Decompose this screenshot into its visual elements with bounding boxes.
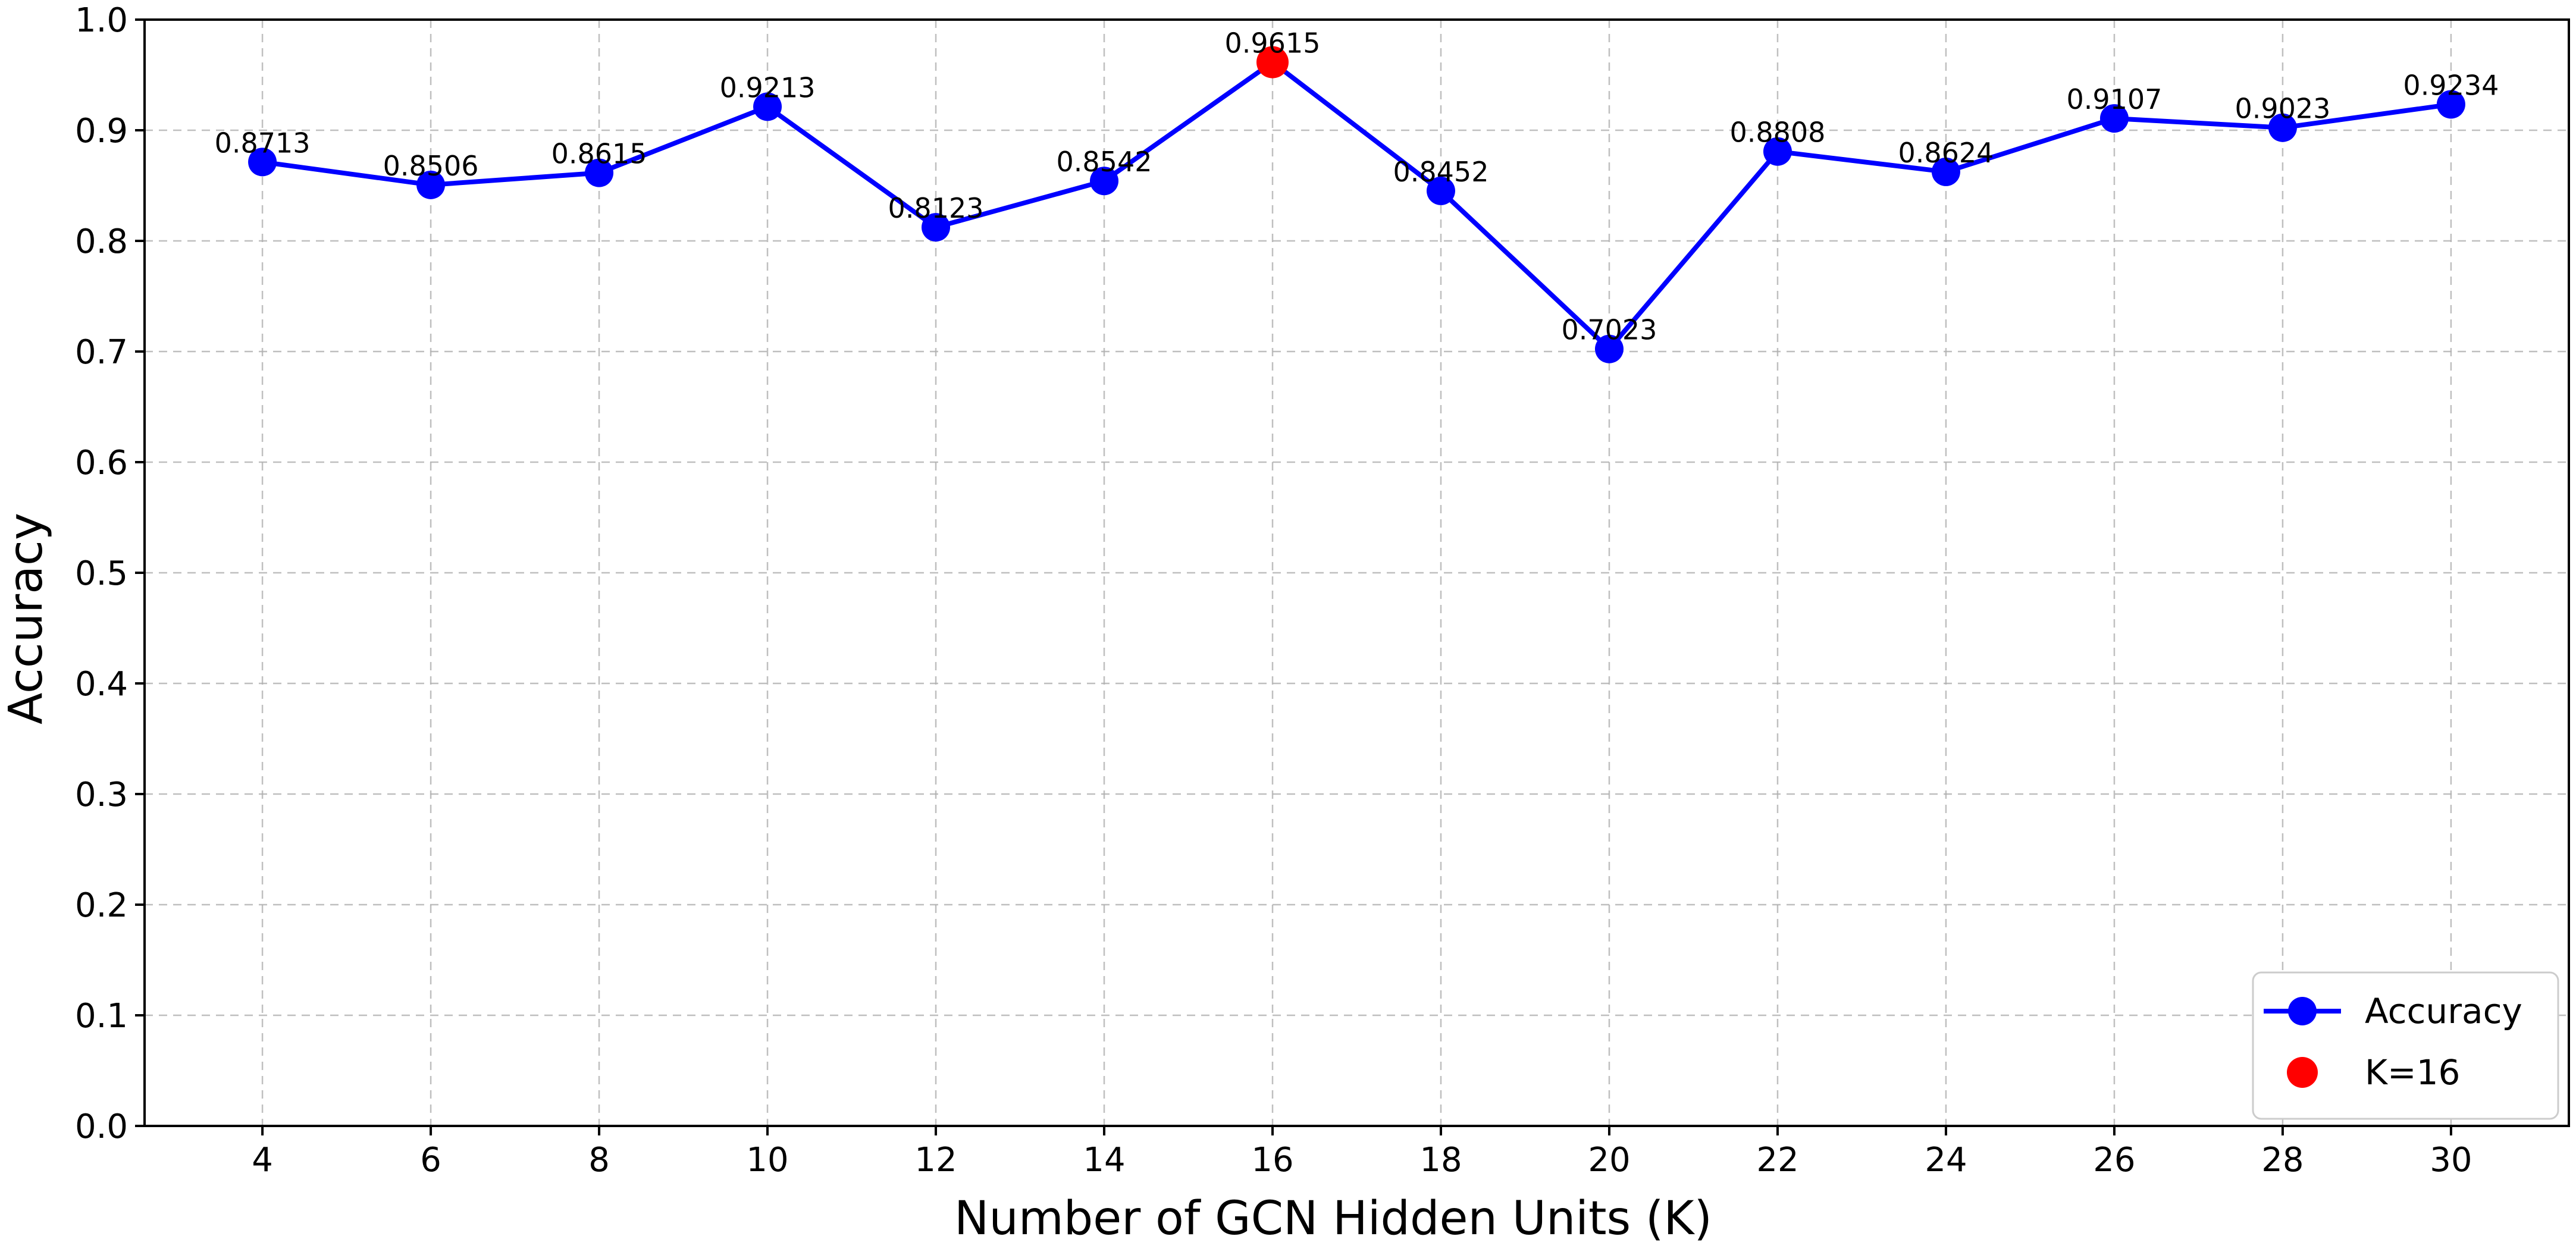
y-tick-label: 0.6 <box>75 444 128 482</box>
legend-label-k16: K=16 <box>2365 1052 2460 1093</box>
x-axis-title: Number of GCN Hidden Units (K) <box>954 1192 1712 1245</box>
highlight-point-k16 <box>1256 46 1289 79</box>
data-value-label: 0.8624 <box>1898 137 1994 169</box>
accuracy-point <box>1931 157 1960 186</box>
accuracy-series-line <box>262 59 2452 352</box>
x-tick-label: 24 <box>1925 1141 1967 1179</box>
accuracy-point <box>1426 176 1455 205</box>
data-label-layer: 0.8713 0.8506 0.8615 0.9213 0.8123 0.8542 0.96… <box>215 27 2499 346</box>
y-tick-label: 0.1 <box>75 997 128 1036</box>
x-tick-label: 30 <box>2430 1141 2472 1179</box>
accuracy-point <box>2436 90 2465 119</box>
x-tick-label: 16 <box>1251 1141 1293 1179</box>
series-layer <box>248 46 2465 363</box>
y-tick-label: 0.5 <box>75 554 128 593</box>
y-tick-label: 0.0 <box>75 1107 128 1146</box>
grid-layer <box>145 18 2569 1127</box>
accuracy-point <box>1594 334 1624 363</box>
data-value-label: 0.9213 <box>720 71 816 103</box>
data-value-label: 0.8713 <box>215 127 311 159</box>
legend-label-accuracy: Accuracy <box>2365 991 2522 1031</box>
x-tick-label: 10 <box>746 1141 788 1179</box>
data-value-label: 0.8506 <box>383 150 479 182</box>
data-value-label: 0.9615 <box>1225 27 1321 59</box>
x-tick-label: 8 <box>588 1141 610 1179</box>
x-tick-label: 26 <box>2093 1141 2135 1179</box>
data-value-label: 0.8542 <box>1057 146 1152 178</box>
data-value-label: 0.9023 <box>2235 93 2330 125</box>
y-tick-label: 0.3 <box>75 776 128 814</box>
axis-layer: 0.0 0.1 0.2 0.3 0.4 0.5 0.6 0.7 0.8 0.9 1.0 4 6 8 10 12… <box>75 1 2570 1179</box>
x-tick-label: 14 <box>1083 1141 1125 1179</box>
x-tick-label: 18 <box>1419 1141 1462 1179</box>
x-tick-label: 20 <box>1588 1141 1630 1179</box>
legend-highlight-marker <box>2287 1057 2318 1088</box>
y-tick-label: 1.0 <box>75 1 128 40</box>
accuracy-point <box>416 170 446 199</box>
x-tick-label: 12 <box>914 1141 957 1179</box>
x-tick-label: 28 <box>2261 1141 2304 1179</box>
legend: Accuracy K=16 <box>2252 971 2559 1120</box>
accuracy-point <box>922 213 951 242</box>
accuracy-point <box>585 158 614 187</box>
data-value-label: 0.9234 <box>2403 69 2499 101</box>
accuracy-point <box>248 148 277 177</box>
data-value-label: 0.8123 <box>888 192 984 224</box>
legend-accuracy-marker <box>2288 997 2317 1025</box>
data-value-label: 0.7023 <box>1561 314 1657 346</box>
data-value-label: 0.8452 <box>1393 156 1489 188</box>
x-tick-label: 22 <box>1756 1141 1798 1179</box>
y-axis-title: Accuracy <box>0 513 53 724</box>
x-tick-label: 6 <box>420 1141 441 1179</box>
y-tick-label: 0.9 <box>75 112 128 150</box>
x-tick-label: 4 <box>252 1141 273 1179</box>
y-tick-label: 0.4 <box>75 665 128 704</box>
plot-frame <box>143 18 2570 1127</box>
y-tick-label: 0.7 <box>75 333 128 372</box>
accuracy-point <box>2099 104 2129 133</box>
accuracy-point <box>1090 167 1119 196</box>
y-tick-label: 0.8 <box>75 222 128 261</box>
data-value-label: 0.8808 <box>1729 117 1825 149</box>
accuracy-point <box>1763 137 1792 166</box>
data-value-label: 0.8615 <box>551 138 647 170</box>
accuracy-point <box>753 92 782 121</box>
accuracy-point <box>2268 113 2297 142</box>
data-value-label: 0.9107 <box>2066 83 2162 115</box>
y-tick-label: 0.2 <box>75 886 128 925</box>
